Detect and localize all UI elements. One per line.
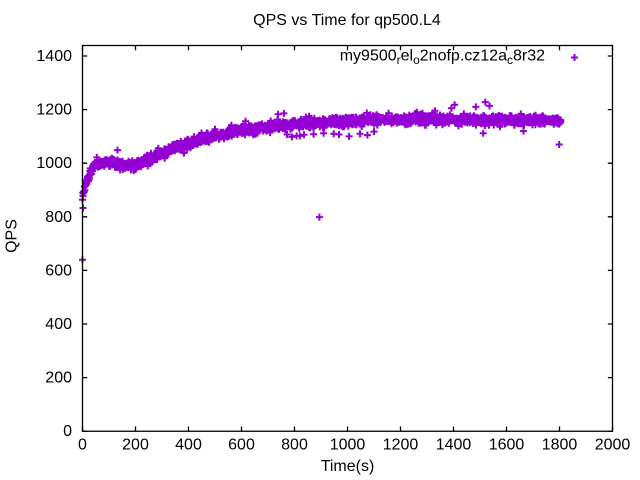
svg-text:Time(s): Time(s) xyxy=(321,458,375,475)
svg-text:QPS: QPS xyxy=(4,219,21,253)
svg-text:200: 200 xyxy=(45,370,72,387)
svg-text:QPS vs Time for qp500.L4: QPS vs Time for qp500.L4 xyxy=(253,12,441,29)
svg-text:600: 600 xyxy=(228,437,255,454)
svg-text:1200: 1200 xyxy=(383,437,419,454)
svg-text:1200: 1200 xyxy=(36,102,72,119)
svg-text:400: 400 xyxy=(175,437,202,454)
svg-text:600: 600 xyxy=(45,262,72,279)
svg-text:0: 0 xyxy=(63,423,72,440)
svg-text:my9500relo2nofp.cz12ac8r32: my9500relo2nofp.cz12ac8r32 xyxy=(340,48,545,68)
svg-text:1000: 1000 xyxy=(330,437,366,454)
svg-text:1400: 1400 xyxy=(36,48,72,65)
svg-text:1600: 1600 xyxy=(489,437,525,454)
svg-text:800: 800 xyxy=(45,209,72,226)
svg-text:1000: 1000 xyxy=(36,155,72,172)
svg-text:0: 0 xyxy=(78,437,87,454)
svg-text:400: 400 xyxy=(45,316,72,333)
svg-text:1800: 1800 xyxy=(542,437,578,454)
svg-text:1400: 1400 xyxy=(436,437,472,454)
svg-text:800: 800 xyxy=(281,437,308,454)
svg-text:2000: 2000 xyxy=(595,437,631,454)
svg-text:200: 200 xyxy=(122,437,149,454)
